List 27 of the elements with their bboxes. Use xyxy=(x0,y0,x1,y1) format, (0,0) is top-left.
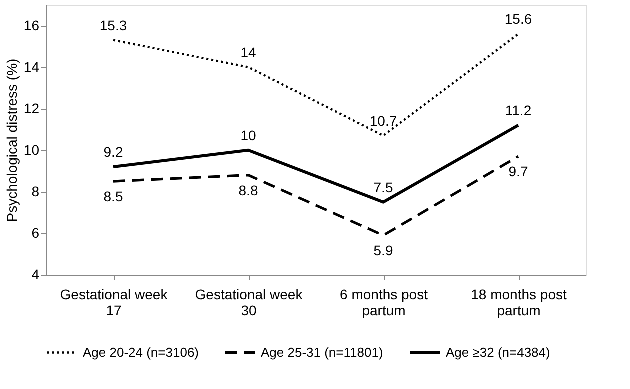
data-label: 10.7 xyxy=(370,112,398,129)
legend-label: Age ≥32 (n=4384) xyxy=(446,344,550,360)
y-tick-label: 8 xyxy=(32,183,40,200)
data-label: 9.7 xyxy=(508,164,528,180)
data-label: 15.6 xyxy=(504,11,532,28)
data-label: 7.5 xyxy=(374,179,394,196)
y-axis-title: Psychological distress (%) xyxy=(4,58,20,222)
data-label: 8.5 xyxy=(104,188,124,205)
data-label: 9.2 xyxy=(104,144,124,160)
x-tick-label: Gestational week 30 xyxy=(195,286,304,318)
y-tick-label: 4 xyxy=(32,266,40,282)
y-tick-label: 14 xyxy=(24,58,40,75)
y-tick-label: 10 xyxy=(24,142,40,158)
x-tick-label: Gestational week 17 xyxy=(60,286,169,318)
data-label: 14 xyxy=(240,44,256,60)
y-tick-label: 12 xyxy=(24,100,40,116)
data-label: 11.2 xyxy=(505,102,532,118)
data-label: 15.3 xyxy=(100,17,128,34)
data-label: 5.9 xyxy=(374,242,394,259)
legend-label: Age 25-31 (n=11801) xyxy=(261,344,384,360)
data-label: 10 xyxy=(240,127,256,144)
y-tick-label: 16 xyxy=(24,17,40,34)
y-tick-label: 6 xyxy=(32,224,40,241)
x-tick-label: 6 months post partum xyxy=(340,286,428,318)
data-label: 8.8 xyxy=(238,182,258,198)
legend-label: Age 20-24 (n=3106) xyxy=(83,344,200,360)
x-tick-label: 18 months post partum xyxy=(471,286,567,318)
